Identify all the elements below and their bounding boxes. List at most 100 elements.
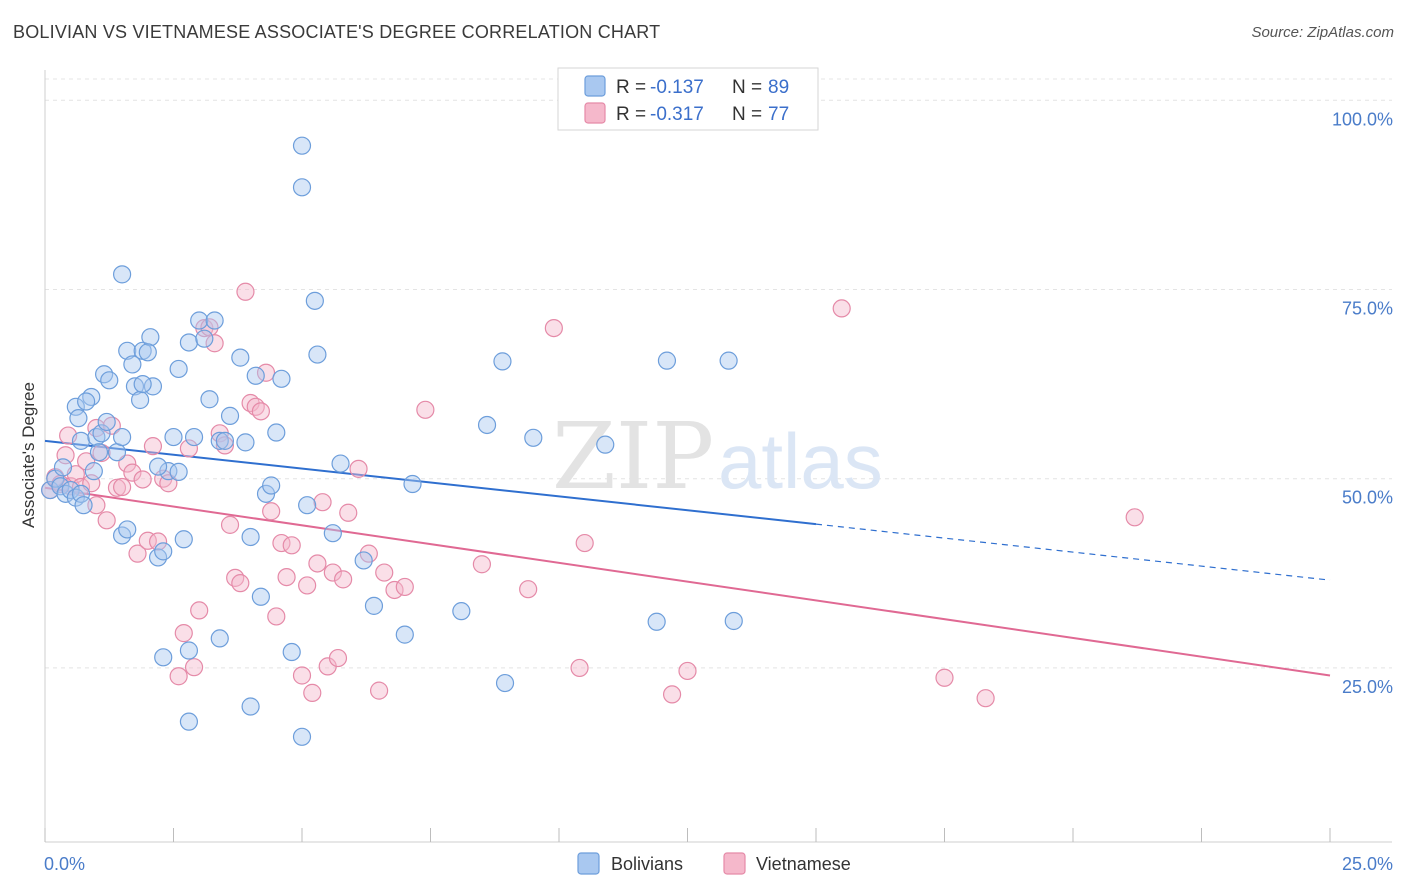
vietnamese-point (416, 400, 435, 419)
bolivians-point (493, 352, 512, 371)
bolivians-point (71, 484, 91, 503)
bottom-legend-swatch-vietnamese (723, 852, 746, 875)
bolivians-point (647, 612, 666, 631)
bolivians-point (251, 587, 270, 606)
vietnamese-point (976, 689, 995, 708)
bolivians-point (169, 359, 188, 379)
vietnamese-point (184, 658, 204, 677)
vietnamese-point (298, 576, 317, 595)
bolivians-point (215, 431, 234, 450)
bolivians-point (596, 435, 615, 454)
bolivians-point (69, 409, 88, 428)
x-tick-label-max: 25.0% (1342, 854, 1393, 874)
vietnamese-point (179, 439, 199, 458)
y-axis-label: Associate's Degree (19, 382, 38, 528)
bolivians-point (282, 642, 301, 662)
bolivians-point (308, 345, 327, 364)
bolivians-point (179, 641, 199, 660)
bolivians-point (495, 673, 515, 693)
bolivians-point (174, 530, 193, 549)
vietnamese-point (334, 570, 353, 589)
vietnamese-point (570, 658, 589, 678)
bolivians-point (246, 366, 265, 385)
bolivians-point (220, 406, 240, 425)
legend-swatch-bolivians (584, 75, 606, 97)
bolivians-point (112, 427, 132, 447)
bolivians-point (477, 415, 497, 435)
vietnamese-point (169, 667, 188, 686)
bolivians-point (724, 611, 743, 631)
vietnamese-point (370, 681, 389, 700)
vietnamese-point (87, 496, 106, 515)
bolivians-point (331, 454, 350, 473)
legend-r-value-bolivians: -0.137 (650, 77, 704, 98)
bottom-legend-label-vietnamese: Vietnamese (756, 854, 851, 874)
legend-r-label-bolivians: R = (616, 77, 646, 98)
bolivians-point (452, 602, 471, 621)
vietnamese-point (107, 478, 127, 497)
vietnamese-point (328, 648, 348, 668)
bolivians-point (164, 427, 183, 447)
vietnamese-point (375, 563, 394, 582)
bolivians-point (292, 178, 312, 197)
vietnamese-point (236, 282, 255, 301)
vietnamese-point (575, 533, 594, 553)
vietnamese-point (226, 568, 245, 587)
bolivians-point (154, 648, 173, 667)
legend-n-label-bolivians: N = (732, 77, 762, 98)
bottom-legend-swatch-bolivians (577, 852, 600, 875)
bolivians-point (179, 333, 199, 352)
bolivians-point (84, 462, 103, 481)
bolivians-point (395, 625, 414, 644)
bolivians-point (236, 433, 255, 452)
bolivians-point (292, 727, 312, 746)
vietnamese-point (148, 532, 168, 551)
vietnamese-point (832, 299, 851, 318)
bolivians-point (267, 423, 286, 442)
bottom-legend-label-bolivians: Bolivians (611, 854, 683, 874)
vietnamese-point (97, 511, 116, 530)
vietnamese-point (303, 683, 322, 702)
trend-line-bolivians (44, 439, 817, 526)
bolivians-point (403, 474, 422, 494)
bolivians-point (272, 369, 291, 388)
bolivians-point (195, 329, 214, 348)
bolivians-point (241, 697, 260, 716)
legend-r-label-vietnamese: R = (616, 104, 646, 125)
vietnamese-point (519, 580, 538, 599)
y-tick-label: 50.0% (1342, 488, 1393, 508)
bolivians-point (657, 351, 677, 370)
source-label: Source: ZipAtlas.com (1251, 24, 1394, 41)
bottom-legend: Bolivians Vietnamese (577, 852, 851, 875)
vietnamese-point (323, 563, 342, 582)
bolivians-point (184, 427, 204, 447)
vietnamese-point (138, 531, 157, 550)
bolivians-point (323, 524, 342, 543)
vietnamese-point (262, 502, 281, 521)
trend-lines (44, 439, 1331, 677)
legend-box: R = -0.137 N = 89 R = -0.317 N = 77 (557, 67, 819, 131)
bolivians-point (66, 397, 85, 416)
bolivians-point (179, 712, 199, 731)
vietnamese-point (77, 452, 96, 471)
bolivians-point (118, 520, 137, 539)
vietnamese-point (231, 574, 250, 593)
vietnamese-point (544, 318, 563, 338)
legend-n-value-vietnamese: 77 (768, 104, 789, 125)
bolivians-point (92, 424, 111, 443)
vietnamese-point (1125, 508, 1144, 527)
chart-title: BOLIVIAN VS VIETNAMESE ASSOCIATE'S DEGRE… (13, 22, 661, 42)
bolivians-point (112, 265, 132, 284)
bolivians-point (77, 392, 96, 411)
vietnamese-point (118, 454, 137, 473)
bolivians-point (74, 496, 93, 515)
vietnamese-point (267, 607, 286, 626)
bolivians-point (524, 428, 543, 447)
vietnamese-point (349, 459, 368, 478)
vietnamese-point (308, 554, 327, 573)
vietnamese-point (277, 567, 296, 587)
trend-line-bolivians-extension (815, 523, 1331, 581)
bolivians-point (169, 462, 188, 481)
y-tick-labels: 25.0% 50.0% 75.0% 100.0% (1332, 109, 1393, 697)
bolivians-point (210, 629, 229, 648)
